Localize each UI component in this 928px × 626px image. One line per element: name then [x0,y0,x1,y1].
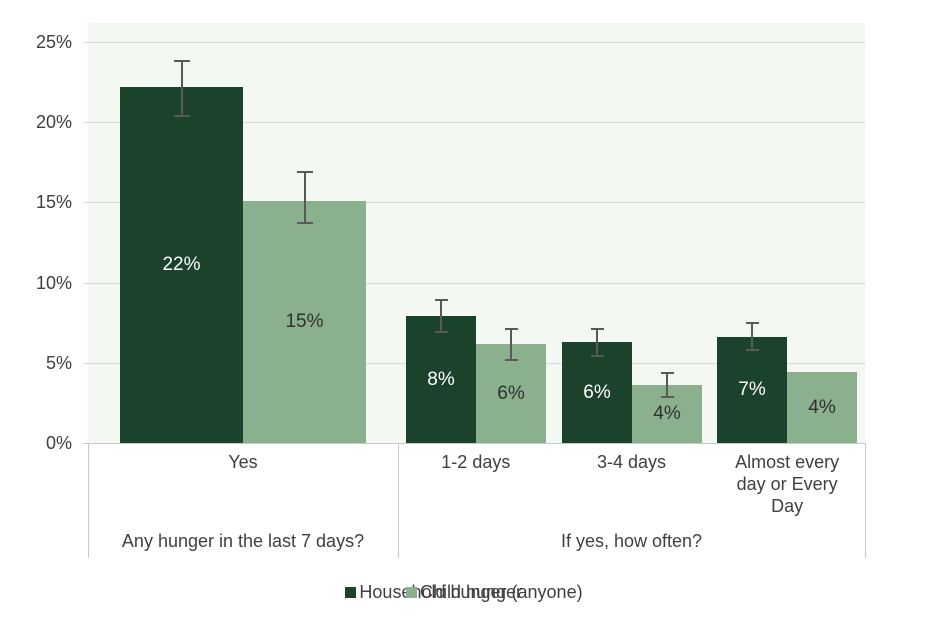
bar-value-label: 6% [497,383,525,404]
gridline [83,42,865,43]
error-bar-cap-top [745,322,759,324]
y-tick-label: 5% [45,353,72,373]
y-tick-label: 0% [45,433,72,453]
gridline [83,202,865,203]
y-tick-label: 15% [35,192,72,212]
error-bar-cap-bottom [590,355,604,357]
error-bar-line [180,61,183,116]
category-divider [88,443,89,558]
error-bar-cap-bottom [660,396,674,398]
bar-value-label: 4% [808,397,836,418]
error-bar-cap-top [504,328,518,330]
gridline [83,283,865,284]
error-bar-cap-bottom [173,115,190,117]
y-tick-label: 20% [35,112,72,132]
legend-item-child-hunger: Child hunger [405,582,523,603]
error-bar-cap-top [660,372,674,374]
bar-value-label: 8% [427,369,455,390]
error-bar-line [510,329,512,360]
legend-swatch-household-hunger [345,587,357,598]
error-bar-line [440,300,442,332]
error-bar-cap-bottom [745,349,759,351]
bar [562,342,632,443]
legend-swatch-child-hunger [405,587,417,598]
error-bar-cap-bottom [296,222,313,224]
error-bar-cap-bottom [434,331,448,333]
group-axis-label: Any hunger in the last 7 days? [121,531,365,551]
bar [406,316,476,443]
bar-value-label: 7% [738,379,766,400]
bar [787,372,857,443]
category-divider [398,443,399,558]
error-bar-cap-top [173,60,190,62]
error-bar-line [666,373,668,397]
category-label: Yes [228,452,258,472]
bar-value-label: 22% [162,254,201,275]
category-label: Almost every day or Every Day [735,452,840,516]
error-bar-line [303,172,306,223]
gridline [83,122,865,123]
error-bar-cap-top [434,299,448,301]
legend-label-child-hunger: Child hunger [419,582,523,602]
error-bar-line [596,329,598,356]
error-bar-line [751,323,753,350]
y-tick-label: 25% [35,32,72,52]
group-axis-label: If yes, how often? [560,531,703,551]
error-bar-cap-bottom [504,359,518,361]
bar [243,201,366,443]
y-tick-label: 10% [35,273,72,293]
bar-value-label: 4% [653,403,681,424]
category-divider [865,443,866,558]
category-label: 1-2 days [441,452,511,472]
bar [120,87,243,443]
bar [717,337,787,443]
category-label: 3-4 days [596,452,666,472]
bar-value-label: 6% [583,382,611,403]
bar-value-label: 15% [285,311,324,332]
error-bar-cap-top [590,328,604,330]
x-axis-line [83,443,865,444]
error-bar-cap-top [296,171,313,173]
